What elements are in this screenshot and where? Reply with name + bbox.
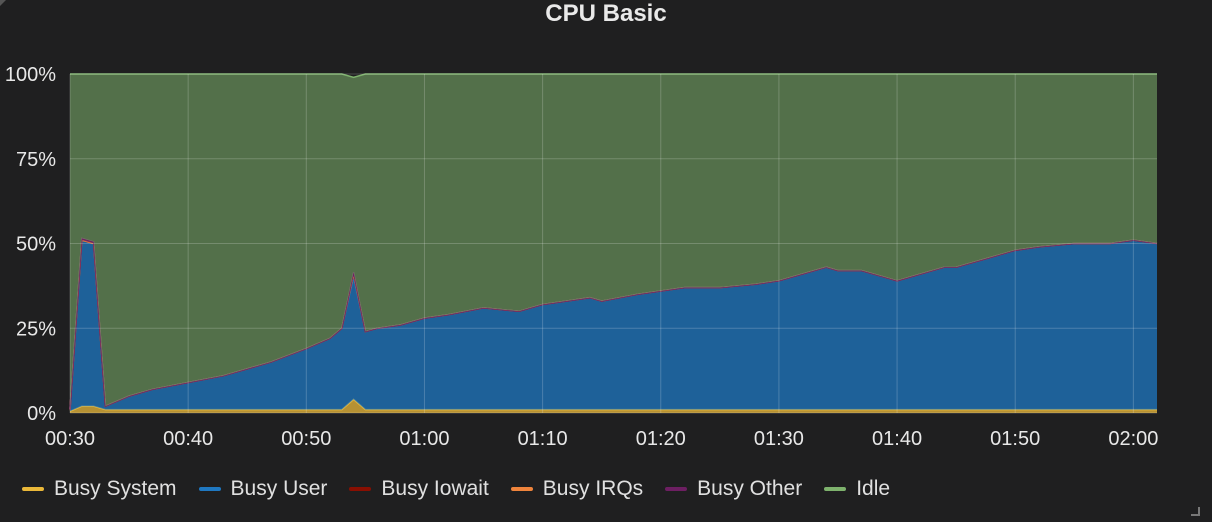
x-tick-label: 01:30 [754, 428, 804, 450]
y-tick-label: 50% [16, 234, 56, 256]
cpu-area-chart[interactable]: 0% 25% 50% 75% 100% 00:30 00:40 00:50 01:00 01:10… [0, 0, 1212, 470]
legend-swatch [824, 487, 847, 491]
legend-label: Busy Other [697, 477, 803, 500]
y-tick-label: 75% [16, 149, 56, 171]
chart-legend: Busy System Busy User Busy Iowait Busy IRQs… [22, 476, 912, 502]
chart-grid [69, 73, 1157, 414]
legend-label: Busy System [54, 477, 177, 500]
x-tick-label: 00:50 [281, 428, 331, 450]
legend-item-busy-system[interactable]: Busy System [22, 477, 177, 501]
legend-swatch [665, 487, 688, 491]
legend-swatch [22, 487, 44, 491]
legend-label: Busy IRQs [542, 477, 644, 500]
legend-swatch [349, 487, 372, 491]
series-line-idle [70, 73, 1157, 79]
legend-swatch [510, 487, 533, 491]
panel-resize-handle-icon[interactable] [1191, 507, 1200, 516]
y-tick-label: 25% [16, 318, 56, 340]
x-tick-label: 01:40 [872, 428, 922, 450]
y-tick-label: 100% [5, 64, 56, 86]
legend-label: Idle [856, 477, 891, 500]
series-area-busy-user [70, 240, 1157, 412]
legend-label: Busy Iowait [381, 477, 489, 500]
legend-item-idle[interactable]: Idle [824, 477, 890, 501]
legend-item-busy-user[interactable]: Busy User [198, 477, 328, 501]
legend-item-busy-irqs[interactable]: Busy IRQs [510, 477, 644, 501]
legend-item-busy-other[interactable]: Busy Other [665, 477, 802, 501]
series-area-idle [70, 74, 1157, 410]
y-tick-label: 0% [27, 403, 56, 425]
panel-title[interactable]: CPU Basic [545, 0, 667, 27]
x-tick-label: 02:00 [1108, 428, 1158, 450]
legend-item-busy-iowait[interactable]: Busy Iowait [349, 477, 489, 501]
legend-swatch [198, 487, 221, 491]
x-tick-label: 01:10 [518, 428, 568, 450]
x-tick-label: 00:30 [45, 428, 95, 450]
x-tick-label: 01:50 [990, 428, 1040, 450]
legend-label: Busy User [230, 477, 328, 500]
panel-menu-corner-icon[interactable] [0, 0, 6, 6]
x-tick-label: 00:40 [163, 428, 213, 450]
x-tick-label: 01:00 [399, 428, 449, 450]
x-tick-label: 01:20 [636, 428, 686, 450]
